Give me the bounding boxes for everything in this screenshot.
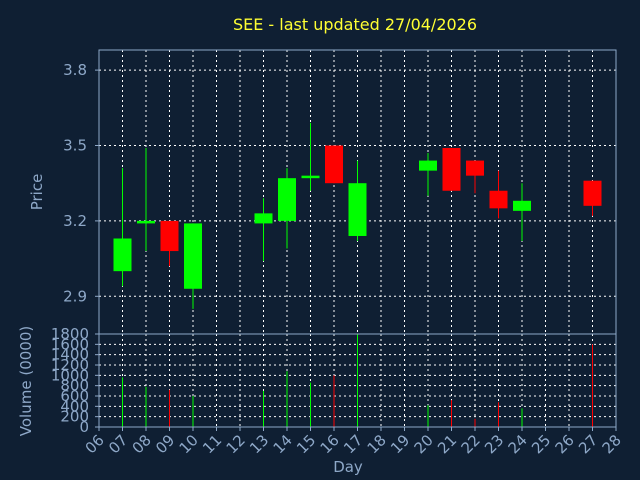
volume-axis-label: Volume (0000) [17, 326, 35, 436]
volume-tick-label: 1800 [51, 325, 89, 343]
day-tick-label: 25 [528, 431, 554, 457]
price-tick-label: 2.9 [63, 287, 87, 305]
candle-body [419, 160, 437, 171]
candle-body [466, 160, 484, 176]
day-tick-label: 21 [434, 431, 460, 457]
candle-body [348, 183, 367, 236]
candle-body [489, 190, 508, 209]
candle-body [254, 213, 273, 224]
chart-title: SEE - last updated 27/04/2026 [233, 15, 477, 34]
day-tick-label: 24 [505, 431, 531, 457]
day-tick-label: 14 [270, 431, 296, 457]
candle-body [137, 220, 155, 224]
volume-tick-label: 1000 [51, 366, 89, 384]
day-tick-label: 16 [317, 431, 343, 457]
day-tick-label: 12 [223, 431, 249, 457]
candle-body [301, 175, 320, 179]
price-tick-label: 3.2 [63, 212, 87, 230]
day-tick-label: 17 [340, 431, 366, 457]
day-tick-label: 27 [575, 431, 601, 457]
day-tick-label: 23 [481, 431, 507, 457]
candle-body [278, 178, 296, 221]
day-tick-label: 19 [387, 431, 413, 457]
price-tick-label: 3.8 [63, 61, 87, 79]
volume-tick-label: 600 [60, 387, 89, 405]
volume-tick-label: 1400 [51, 346, 89, 364]
volume-tick-label: 400 [60, 397, 89, 415]
candle-body [583, 180, 602, 206]
candle-body [184, 223, 202, 289]
price-panel: 2.9 3.2 3.5 3.8 [63, 49, 617, 335]
volume-tick-label: 1200 [51, 356, 89, 374]
day-tick-label: 07 [105, 431, 131, 457]
price-axis-label: Price [28, 174, 46, 211]
candle-body [513, 200, 531, 211]
price-tick-label: 3.5 [63, 137, 87, 155]
day-tick-label: 13 [246, 431, 272, 457]
volume-tick-label: 0 [79, 418, 89, 436]
day-tick-label: 08 [129, 431, 155, 457]
day-axis: 0607080910111213141516171819202122232425… [82, 427, 625, 457]
candle-body [442, 148, 461, 191]
day-axis-label: Day [333, 458, 363, 476]
day-tick-label: 20 [411, 431, 437, 457]
day-tick-label: 15 [293, 431, 319, 457]
volume-tick-label: 800 [60, 377, 89, 395]
volume-tick-label: 1600 [51, 335, 89, 353]
day-tick-label: 28 [599, 431, 625, 457]
day-tick-label: 18 [364, 431, 390, 457]
day-tick-label: 26 [552, 431, 578, 457]
day-tick-label: 09 [152, 431, 178, 457]
day-tick-label: 11 [199, 431, 225, 457]
candle-body [160, 220, 179, 252]
day-tick-label: 22 [458, 431, 484, 457]
volume-tick-label: 200 [60, 408, 89, 426]
candle-body [325, 145, 343, 184]
day-tick-label: 10 [176, 431, 202, 457]
candle-body [113, 238, 132, 272]
